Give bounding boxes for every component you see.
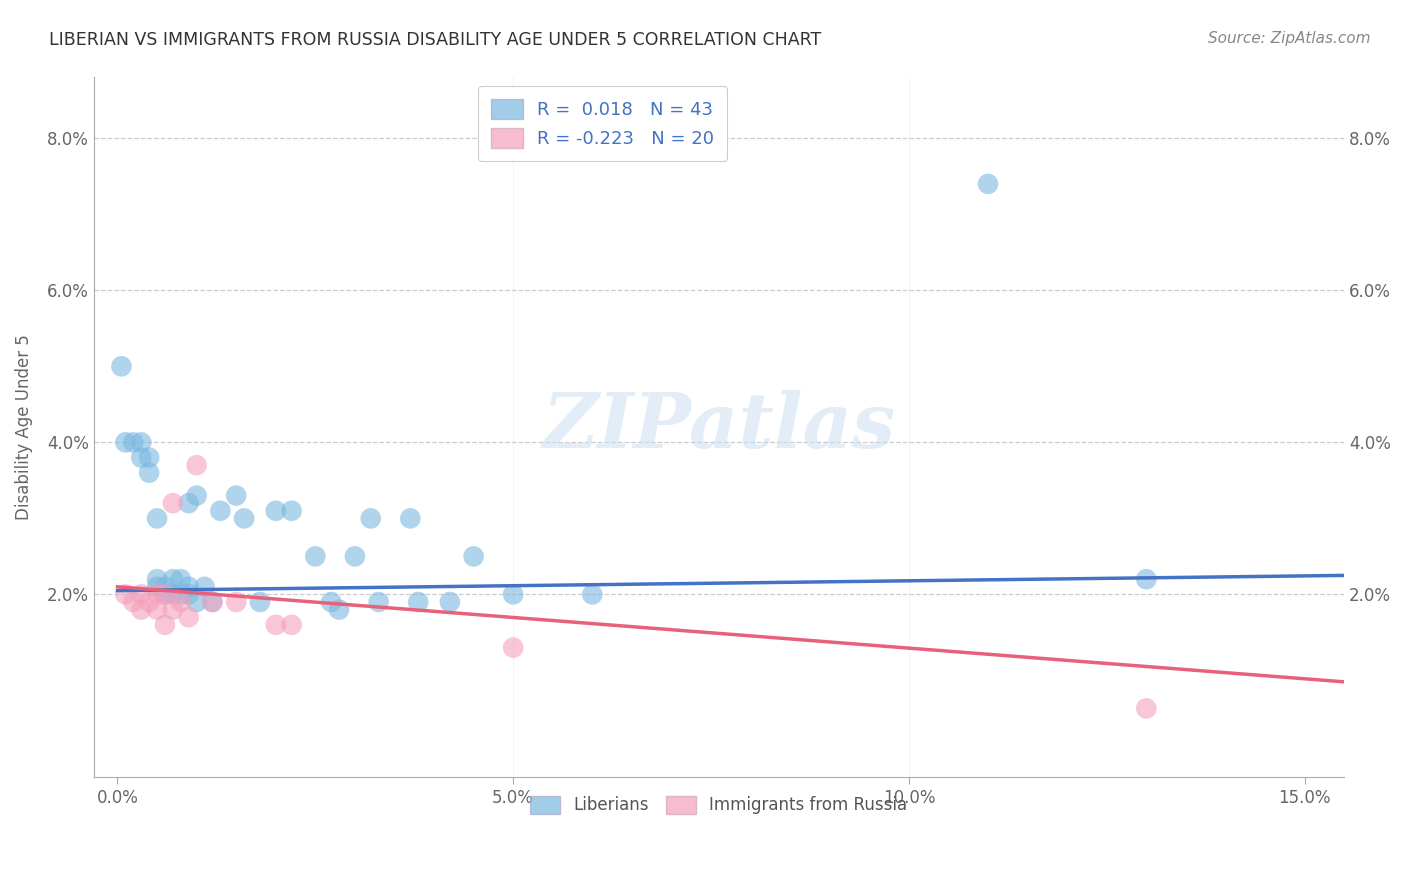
Point (129, 450, 152, 465)
Point (581, 587, 603, 601)
Point (343, 549, 366, 564)
Point (162, 587, 184, 601)
Point (360, 511, 382, 525)
Point (201, 595, 224, 609)
Point (249, 595, 271, 609)
Point (406, 595, 429, 609)
Point (162, 496, 184, 510)
Point (129, 587, 152, 601)
Point (162, 572, 184, 586)
Point (114, 435, 136, 450)
Point (233, 511, 256, 525)
Point (170, 595, 193, 609)
Point (367, 595, 389, 609)
Point (129, 435, 152, 450)
Y-axis label: Disability Age Under 5: Disability Age Under 5 (15, 334, 32, 520)
Point (146, 602, 169, 616)
Point (502, 587, 524, 601)
Point (153, 617, 176, 632)
Point (146, 572, 169, 586)
Point (110, 359, 132, 374)
Point (1135, 701, 1157, 715)
Point (439, 595, 461, 609)
Text: Source: ZipAtlas.com: Source: ZipAtlas.com (1208, 31, 1371, 46)
Point (186, 595, 208, 609)
Legend: Liberians, Immigrants from Russia: Liberians, Immigrants from Russia (520, 786, 918, 824)
Point (146, 580, 169, 594)
Point (114, 587, 136, 601)
Point (502, 640, 524, 655)
Point (304, 549, 326, 564)
Point (280, 617, 302, 632)
Point (177, 610, 200, 624)
Point (193, 580, 215, 594)
Point (129, 602, 152, 616)
Point (122, 435, 145, 450)
Point (209, 504, 232, 518)
Text: LIBERIAN VS IMMIGRANTS FROM RUSSIA DISABILITY AGE UNDER 5 CORRELATION CHART: LIBERIAN VS IMMIGRANTS FROM RUSSIA DISAB… (49, 31, 821, 49)
Point (201, 595, 224, 609)
Point (225, 595, 247, 609)
Point (177, 587, 200, 601)
Point (138, 595, 160, 609)
Point (153, 587, 176, 601)
Point (170, 587, 193, 601)
Point (146, 511, 169, 525)
Point (1135, 572, 1157, 586)
Text: ZIPatlas: ZIPatlas (543, 390, 896, 464)
Point (153, 587, 176, 601)
Point (122, 595, 145, 609)
Point (328, 602, 350, 616)
Point (264, 504, 287, 518)
Point (321, 595, 343, 609)
Point (153, 580, 176, 594)
Point (280, 504, 302, 518)
Point (146, 587, 169, 601)
Point (225, 489, 247, 503)
Point (977, 177, 1000, 191)
Point (186, 489, 208, 503)
Point (264, 617, 287, 632)
Point (177, 580, 200, 594)
Point (162, 602, 184, 616)
Point (463, 549, 485, 564)
Point (170, 572, 193, 586)
Point (177, 496, 200, 510)
Point (186, 458, 208, 472)
Point (138, 450, 160, 465)
Point (138, 466, 160, 480)
Point (399, 511, 422, 525)
